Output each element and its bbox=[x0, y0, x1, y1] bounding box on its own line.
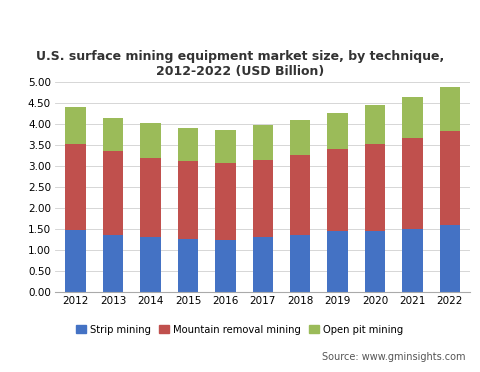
Bar bbox=[140, 157, 161, 237]
Bar bbox=[327, 113, 348, 149]
Bar bbox=[290, 120, 311, 155]
Text: U.S. surface mining equipment market size, by technique,
2012-2022 (USD Billion): U.S. surface mining equipment market siz… bbox=[36, 50, 444, 78]
Bar bbox=[65, 230, 86, 292]
Bar bbox=[365, 144, 385, 231]
Bar bbox=[215, 130, 236, 163]
Bar bbox=[103, 118, 123, 151]
Bar bbox=[402, 138, 423, 228]
Bar bbox=[290, 155, 311, 235]
Bar bbox=[365, 105, 385, 144]
Bar bbox=[327, 231, 348, 292]
Bar bbox=[327, 149, 348, 231]
Bar bbox=[215, 163, 236, 240]
Bar bbox=[402, 228, 423, 292]
Bar bbox=[252, 125, 273, 160]
Bar bbox=[440, 131, 460, 225]
Bar bbox=[65, 107, 86, 144]
Bar bbox=[290, 235, 311, 292]
Bar bbox=[365, 231, 385, 292]
Bar bbox=[140, 237, 161, 292]
Bar bbox=[140, 123, 161, 157]
Bar bbox=[103, 235, 123, 292]
Bar bbox=[215, 240, 236, 292]
Bar bbox=[402, 97, 423, 138]
Bar bbox=[65, 144, 86, 230]
Bar bbox=[178, 161, 198, 239]
Bar bbox=[178, 128, 198, 161]
Bar bbox=[252, 160, 273, 237]
Bar bbox=[440, 87, 460, 131]
Bar bbox=[103, 151, 123, 235]
Bar bbox=[178, 239, 198, 292]
Legend: Strip mining, Mountain removal mining, Open pit mining: Strip mining, Mountain removal mining, O… bbox=[76, 325, 404, 335]
Text: Source: www.gminsights.com: Source: www.gminsights.com bbox=[322, 352, 466, 362]
Bar bbox=[440, 225, 460, 292]
Bar bbox=[252, 237, 273, 292]
